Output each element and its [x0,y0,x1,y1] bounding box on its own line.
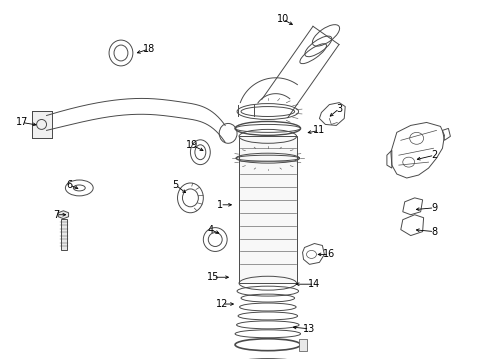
Text: 17: 17 [16,117,28,127]
Text: 9: 9 [432,203,438,213]
Text: 6: 6 [66,180,73,190]
Text: 11: 11 [313,125,325,135]
Text: 13: 13 [303,324,316,334]
Text: 1: 1 [217,200,223,210]
Text: 4: 4 [207,225,213,235]
Bar [239,136,296,283]
Polygon shape [58,211,69,219]
Text: 3: 3 [336,104,343,113]
Text: 5: 5 [172,180,179,190]
Text: 12: 12 [216,299,228,309]
Text: 16: 16 [323,249,336,260]
Text: 15: 15 [207,272,220,282]
Text: 14: 14 [308,279,320,289]
Text: 10: 10 [276,14,289,24]
Text: 8: 8 [432,226,438,237]
Text: 18: 18 [143,44,155,54]
Text: 7: 7 [53,210,60,220]
Text: 19: 19 [186,140,198,150]
Bar [298,339,307,351]
Bar [61,219,68,251]
Bar [32,111,51,138]
Text: 2: 2 [431,150,438,160]
